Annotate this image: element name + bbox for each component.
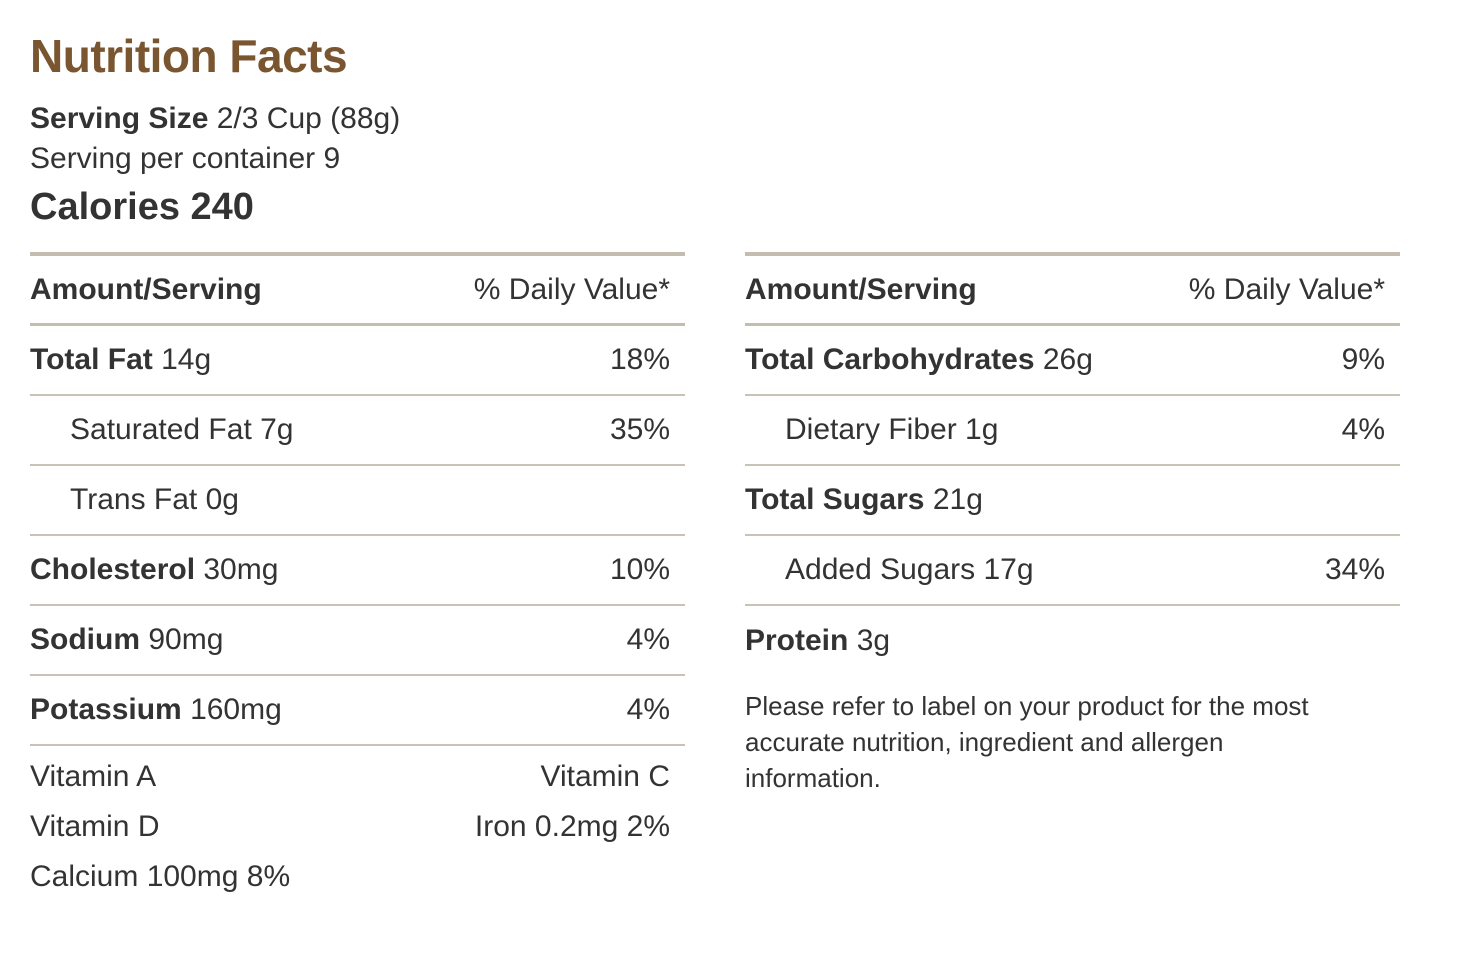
- nutrient-label: Protein 3g: [745, 624, 890, 658]
- nutrient-label: Sodium 90mg: [30, 623, 223, 657]
- daily-value-header: % Daily Value*: [1188, 272, 1385, 306]
- table-row: Sodium 90mg 4%: [30, 606, 685, 676]
- vitamin-c: Vitamin C: [540, 760, 671, 793]
- nutrient-name: Added Sugars 17g: [785, 553, 1034, 586]
- page-title: Nutrition Facts: [30, 30, 348, 82]
- nutrient-label: Total Fat 14g: [30, 343, 211, 377]
- nutrient-label: Potassium 160mg: [30, 693, 282, 727]
- nutrient-label: Cholesterol 30mg: [30, 553, 278, 587]
- top-rule: [30, 252, 685, 256]
- serving-size-value: 2/3 Cup (88g): [216, 102, 401, 135]
- nutrient-name: Cholesterol: [30, 553, 196, 586]
- nutrient-amount: 160mg: [190, 693, 282, 726]
- table-row: Total Fat 14g 18%: [30, 326, 685, 396]
- nutrient-name: Total Carbohydrates: [745, 343, 1035, 376]
- table-row: Trans Fat 0g: [30, 466, 685, 536]
- vitamin-row: Vitamin A Vitamin C: [30, 752, 685, 802]
- nutrient-name: Saturated Fat 7g: [70, 413, 294, 446]
- table-row: Added Sugars 17g 34%: [745, 536, 1400, 606]
- left-nutrient-table: Amount/Serving % Daily Value* Total Fat …: [30, 252, 685, 902]
- daily-value: 9%: [1341, 343, 1385, 376]
- daily-value: 18%: [609, 343, 670, 376]
- nutrient-amount: 14g: [161, 343, 212, 376]
- vitamins-section: Vitamin A Vitamin C Vitamin D Iron 0.2mg…: [30, 746, 685, 902]
- daily-value-header: % Daily Value*: [473, 272, 670, 306]
- table-row: Protein 3g: [745, 606, 1400, 676]
- table-row: Saturated Fat 7g 35%: [30, 396, 685, 466]
- nutrient-name: Trans Fat 0g: [70, 483, 239, 516]
- nutrient-name: Protein: [745, 624, 849, 657]
- amount-serving-header: Amount/Serving: [745, 272, 977, 306]
- servings-per-container: Serving per container 9: [30, 142, 341, 175]
- table-row: Total Sugars 21g: [745, 466, 1400, 536]
- daily-value: 4%: [626, 693, 670, 726]
- nutrient-amount: 30mg: [203, 553, 279, 586]
- serving-size-label: Serving Size: [30, 102, 209, 135]
- right-nutrient-table: Amount/Serving % Daily Value* Total Carb…: [745, 252, 1400, 796]
- amount-serving-header: Amount/Serving: [30, 272, 262, 306]
- daily-value: 4%: [626, 623, 670, 656]
- nutrient-name: Potassium: [30, 693, 182, 726]
- vitamin-a: Vitamin A: [30, 760, 157, 793]
- nutrient-name: Dietary Fiber 1g: [785, 413, 999, 446]
- daily-value: 10%: [609, 553, 670, 586]
- daily-value: 34%: [1324, 553, 1385, 586]
- table-row: Cholesterol 30mg 10%: [30, 536, 685, 606]
- nutrient-label: Total Carbohydrates 26g: [745, 343, 1093, 377]
- top-rule: [745, 252, 1400, 256]
- iron: Iron 0.2mg 2%: [474, 810, 670, 843]
- serving-size: Serving Size 2/3 Cup (88g): [30, 100, 400, 138]
- table-row: Potassium 160mg 4%: [30, 676, 685, 746]
- daily-value: 35%: [609, 413, 670, 446]
- nutrient-name: Total Sugars: [745, 483, 925, 516]
- nutrient-name: Total Fat: [30, 343, 153, 376]
- nutrient-label: Total Sugars 21g: [745, 483, 983, 517]
- daily-value: 4%: [1341, 413, 1385, 446]
- disclaimer-text: Please refer to label on your product fo…: [745, 691, 1309, 793]
- calcium: Calcium 100mg 8%: [30, 860, 291, 893]
- nutrient-amount: 90mg: [148, 623, 224, 656]
- table-header: Amount/Serving % Daily Value*: [30, 256, 685, 326]
- vitamin-row: Vitamin D Iron 0.2mg 2%: [30, 802, 685, 852]
- table-row: Total Carbohydrates 26g 9%: [745, 326, 1400, 396]
- table-row: Dietary Fiber 1g 4%: [745, 396, 1400, 466]
- nutrient-amount: 26g: [1042, 343, 1093, 376]
- nutrient-name: Sodium: [30, 623, 140, 656]
- nutrient-amount: 3g: [856, 624, 891, 657]
- nutrient-amount: 21g: [932, 483, 983, 516]
- vitamin-d: Vitamin D: [30, 810, 160, 843]
- calories: Calories 240: [30, 186, 254, 228]
- table-header: Amount/Serving % Daily Value*: [745, 256, 1400, 326]
- vitamin-row: Calcium 100mg 8%: [30, 852, 685, 902]
